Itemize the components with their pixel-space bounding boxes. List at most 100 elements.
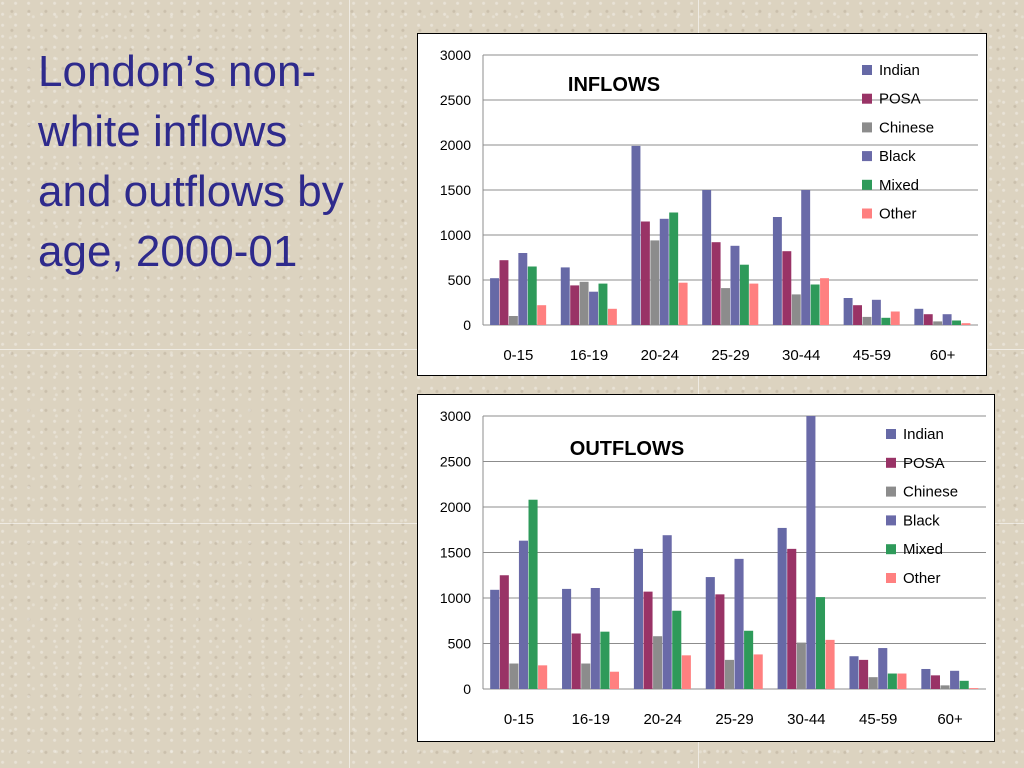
bar-chinese-16-19 xyxy=(579,281,589,325)
y-tick-label: 1500 xyxy=(440,182,471,198)
bar-chinese-16-19 xyxy=(581,663,591,689)
bar-other-30-44 xyxy=(820,278,829,325)
bar-chinese-30-44 xyxy=(791,294,801,325)
bar-other-30-44 xyxy=(825,639,835,689)
bar-chinese-60+ xyxy=(933,321,943,325)
bar-chinese-25-29 xyxy=(724,659,734,689)
bar-indian-20-24 xyxy=(633,548,643,689)
x-tick-label: 60+ xyxy=(937,711,963,728)
bar-mixed-45-59 xyxy=(881,317,891,325)
bar-chinese-0-15 xyxy=(508,316,518,325)
y-tick-label: 500 xyxy=(448,272,472,288)
legend-swatch-chinese xyxy=(862,122,872,133)
y-tick-label: 2500 xyxy=(440,92,471,108)
legend-label-indian: Indian xyxy=(879,62,920,79)
bar-mixed-0-15 xyxy=(527,266,537,325)
bar-mixed-45-59 xyxy=(887,673,897,689)
bar-black-60+ xyxy=(942,314,952,325)
bar-indian-30-44 xyxy=(772,217,782,325)
x-tick-label: 25-29 xyxy=(711,347,749,364)
bar-chinese-30-44 xyxy=(796,642,806,689)
x-tick-label: 0-15 xyxy=(503,347,533,364)
bar-other-20-24 xyxy=(681,655,691,689)
bar-other-0-15 xyxy=(537,305,547,325)
bar-posa-25-29 xyxy=(711,242,721,325)
bar-chinese-20-24 xyxy=(650,240,660,325)
bar-posa-60+ xyxy=(923,314,933,325)
bar-other-16-19 xyxy=(607,308,617,325)
bar-posa-25-29 xyxy=(715,594,725,689)
x-tick-label: 20-24 xyxy=(643,711,681,728)
bar-mixed-0-15 xyxy=(528,499,538,689)
legend-swatch-other xyxy=(862,208,872,219)
x-tick-label: 30-44 xyxy=(782,347,820,364)
y-tick-label: 1000 xyxy=(440,590,471,606)
bar-black-25-29 xyxy=(730,245,740,325)
bar-indian-60+ xyxy=(921,668,931,689)
bar-indian-45-59 xyxy=(849,656,859,689)
bg-grid-line xyxy=(349,0,350,768)
bar-black-30-44 xyxy=(806,416,816,689)
outflows-chart: 0 500 1000 1500 2000 2500 3000 0-15 16-19 20-24 25… xyxy=(417,394,995,742)
bar-other-25-29 xyxy=(753,654,763,689)
bar-posa-30-44 xyxy=(787,548,797,689)
bar-mixed-25-29 xyxy=(739,264,749,325)
bar-posa-16-19 xyxy=(570,285,580,325)
bar-black-45-59 xyxy=(878,648,888,689)
bar-posa-20-24 xyxy=(640,221,650,325)
bar-mixed-16-19 xyxy=(600,631,610,689)
bar-mixed-60+ xyxy=(952,320,961,325)
bar-posa-45-59 xyxy=(859,659,869,689)
x-tick-label: 16-19 xyxy=(572,711,610,728)
y-tick-label: 2000 xyxy=(440,499,471,515)
legend-swatch-indian xyxy=(886,429,896,439)
legend-label-mixed: Mixed xyxy=(903,541,943,558)
bar-mixed-60+ xyxy=(959,680,969,689)
bar-mixed-20-24 xyxy=(669,212,679,325)
legend-swatch-other xyxy=(886,573,896,583)
inflows-chart-svg: 0 500 1000 1500 2000 2500 3000 0-15 16-19 20-24 25… xyxy=(440,47,978,364)
legend-label-black: Black xyxy=(903,512,940,529)
slide-title: London’s non-white inflows and outflows … xyxy=(38,47,344,276)
inflows-chart: 0 500 1000 1500 2000 2500 3000 0-15 16-19 20-24 25… xyxy=(417,33,987,376)
legend-label-mixed: Mixed xyxy=(879,177,919,194)
y-tick-label: 0 xyxy=(463,317,471,333)
bar-black-25-29 xyxy=(734,558,744,689)
legend-label-other: Other xyxy=(879,206,917,223)
y-tick-label: 3000 xyxy=(440,408,471,424)
bar-black-30-44 xyxy=(801,190,811,325)
legend-swatch-indian xyxy=(862,65,872,75)
x-tick-label: 16-19 xyxy=(570,347,608,364)
bar-other-60+ xyxy=(961,323,971,325)
bar-other-16-19 xyxy=(609,671,620,689)
legend-swatch-chinese xyxy=(886,486,896,497)
bar-posa-0-15 xyxy=(499,575,509,689)
bar-indian-16-19 xyxy=(562,588,572,689)
y-tick-label: 2000 xyxy=(440,137,471,153)
y-tick-label: 500 xyxy=(448,636,472,652)
bar-indian-45-59 xyxy=(843,298,853,325)
bar-black-16-19 xyxy=(590,587,600,689)
x-tick-label: 45-59 xyxy=(859,711,897,728)
bar-black-0-15 xyxy=(518,253,528,325)
y-tick-label: 1000 xyxy=(440,227,471,243)
bar-black-20-24 xyxy=(662,535,672,689)
bg-grid-line xyxy=(698,0,699,768)
bar-other-25-29 xyxy=(749,283,759,325)
bar-chinese-45-59 xyxy=(868,677,878,689)
y-tick-label: 0 xyxy=(463,681,471,697)
bar-other-60+ xyxy=(969,688,979,689)
bar-mixed-30-44 xyxy=(810,284,820,325)
bar-indian-0-15 xyxy=(490,589,500,689)
bar-posa-0-15 xyxy=(499,260,509,325)
bar-chinese-25-29 xyxy=(721,288,730,325)
bar-black-60+ xyxy=(950,670,960,689)
legend-swatch-mixed xyxy=(886,544,896,555)
chart-title: OUTFLOWS xyxy=(570,438,684,460)
bar-indian-16-19 xyxy=(560,267,570,325)
legend-swatch-mixed xyxy=(862,179,872,190)
bar-chinese-45-59 xyxy=(862,316,872,325)
x-tick-label: 0-15 xyxy=(504,711,534,728)
y-tick-label: 2500 xyxy=(440,454,471,470)
x-tick-label: 20-24 xyxy=(641,347,679,364)
